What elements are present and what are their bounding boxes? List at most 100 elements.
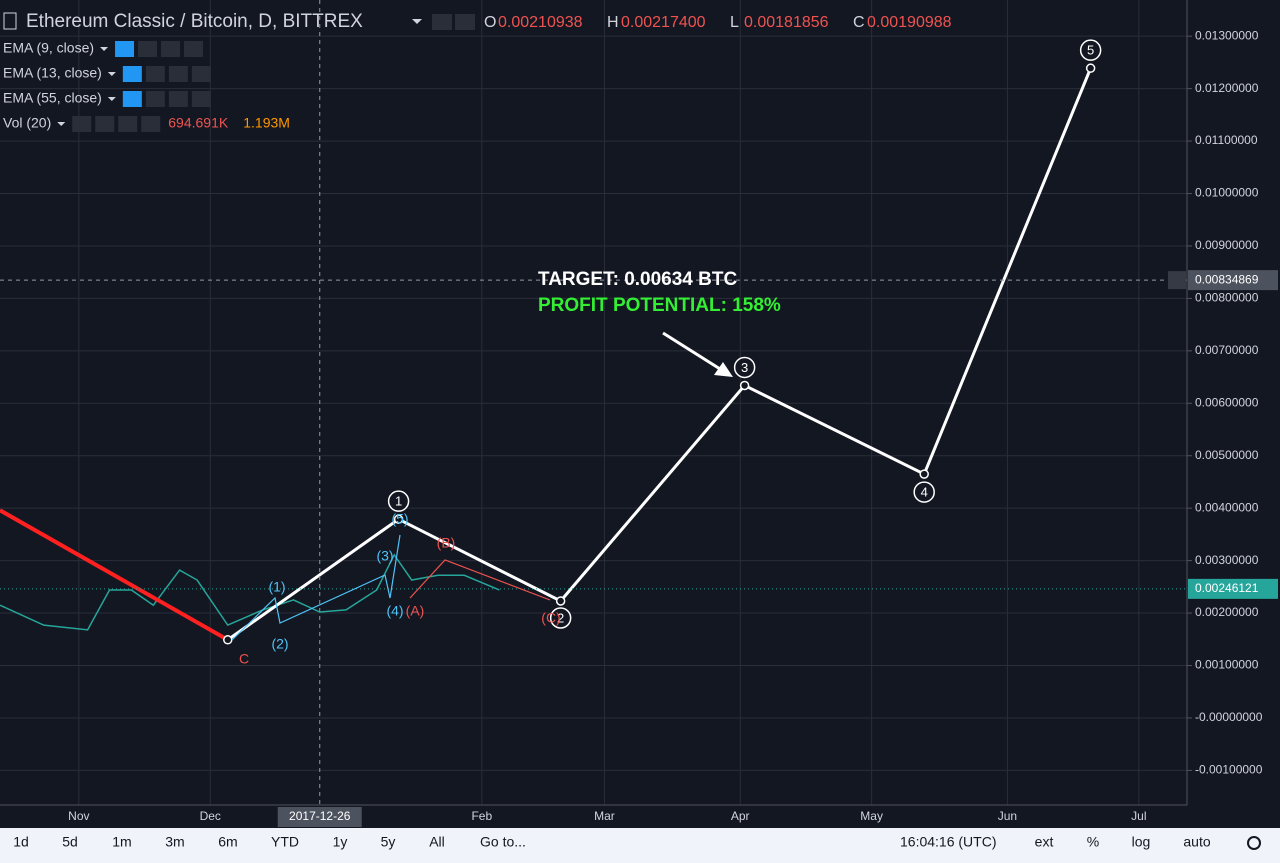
dropdown[interactable] (107, 72, 116, 76)
x-tick-label: Nov (68, 809, 89, 823)
indicator-icon[interactable] (168, 91, 188, 107)
range-button[interactable]: 1d (13, 834, 29, 850)
menu-icon[interactable] (3, 12, 17, 30)
settings-icon[interactable] (1247, 836, 1261, 850)
option-button[interactable]: ext (1035, 834, 1054, 850)
ohlc-key: O (484, 14, 496, 31)
indicator-icon[interactable] (72, 116, 92, 132)
indicator-icon[interactable] (145, 66, 165, 82)
y-tick-label: 0.00400000 (1195, 500, 1259, 514)
y-tick-label: 0.00100000 (1195, 658, 1259, 672)
option-button[interactable]: % (1087, 834, 1099, 850)
x-tick-label: May (860, 809, 883, 823)
range-button[interactable]: 1y (333, 834, 348, 850)
indicator-icon[interactable] (115, 41, 135, 57)
indicator-icon[interactable] (191, 91, 211, 107)
wave-label-ring (549, 607, 572, 629)
wave-label: 3 (741, 360, 748, 375)
sub-wave-label: (C) (541, 610, 560, 626)
range-button[interactable]: 1m (112, 834, 131, 850)
wave-label: 4 (921, 485, 928, 500)
icon[interactable] (455, 14, 475, 30)
crosshair-date-label: 2017-12-26 (289, 809, 351, 823)
dropdown[interactable] (100, 47, 109, 51)
indicator-name[interactable]: EMA (9, close) (3, 40, 94, 56)
indicator-icon[interactable] (161, 41, 181, 57)
dropdown[interactable] (107, 97, 116, 101)
wave-node (919, 469, 929, 479)
sub-wave-label: (2) (271, 636, 288, 652)
range-button[interactable]: YTD (271, 834, 299, 850)
indicator-icon[interactable] (122, 66, 142, 82)
crosshair-price-label: 0.00834869 (1195, 272, 1259, 286)
y-tick-label: 0.01100000 (1195, 133, 1258, 147)
wave-line (226, 67, 1093, 642)
symbol-title[interactable]: Ethereum Classic / Bitcoin, D, BITTREX (26, 11, 363, 32)
y-tick-label: 0.01300000 (1195, 28, 1259, 42)
indicator-icon[interactable] (95, 116, 115, 132)
indicator-name[interactable]: EMA (55, close) (3, 90, 102, 106)
sub-wave-label: (5) (391, 511, 408, 527)
option-button[interactable]: log (1132, 834, 1151, 850)
crosshair-date-badge (277, 807, 362, 827)
crosshair-plus[interactable] (1168, 271, 1186, 290)
sub-wave-label: (B) (437, 535, 456, 551)
ohlc: O 0.00210938 H 0.00217400 L 0.00181856 C 0.0019… (484, 14, 952, 31)
goto-button[interactable]: Go to... (480, 834, 526, 850)
indicator-icon[interactable] (138, 41, 158, 57)
wave-node (223, 635, 233, 645)
indicator-icon[interactable] (141, 116, 161, 132)
ohlc-value: 0.00217400 (621, 14, 706, 31)
x-tick-label: Mar (594, 809, 615, 823)
y-tick-label: 0.01000000 (1195, 186, 1259, 200)
indicator-name[interactable]: EMA (13, close) (3, 65, 102, 81)
current-price-badge (1188, 578, 1278, 599)
ohlc-value: 0.00190988 (867, 14, 952, 31)
ohlc-key: C (853, 14, 865, 31)
wave-label-ring (1079, 39, 1102, 61)
wave-node (555, 596, 566, 606)
clock: 16:04:16 (UTC) (900, 834, 996, 850)
toolbar-bg (0, 828, 1280, 863)
y-tick-label: 0.00800000 (1195, 291, 1259, 305)
indicators: EMA (9, close) EMA (13, close) EMA (55, cl… (3, 40, 290, 132)
y-tick-label: 0.01200000 (1195, 81, 1259, 95)
x-tick-label: Apr (731, 809, 750, 823)
x-tick-label: Jul (1131, 809, 1146, 823)
indicator-icon[interactable] (184, 41, 204, 57)
abc-wave (409, 559, 551, 601)
range-button[interactable]: 3m (165, 834, 184, 850)
indicator-name[interactable]: Vol (20) (3, 115, 51, 131)
trend-line (0, 508, 229, 642)
range-button[interactable]: 5y (381, 834, 396, 850)
indicator-icon[interactable] (191, 66, 211, 82)
range-button[interactable]: 6m (218, 834, 237, 850)
indicator-icon[interactable] (145, 91, 165, 107)
profit-annotation: PROFIT POTENTIAL: 158% (538, 295, 781, 316)
ohlc-value: 0.00181856 (744, 14, 829, 31)
range-button[interactable]: All (429, 834, 445, 850)
icon[interactable] (432, 14, 452, 30)
indicator-icon[interactable] (122, 91, 142, 107)
arrow-head (714, 362, 733, 377)
ohlc-key: L (730, 14, 739, 31)
indicator-icon[interactable] (118, 116, 138, 132)
dropdown[interactable] (57, 122, 66, 126)
wave-node (393, 514, 404, 524)
y-tick-label: -0.00000000 (1195, 710, 1263, 724)
target-annotation: TARGET: 0.00634 BTC (538, 269, 737, 290)
wave-label-ring (733, 356, 756, 379)
wave-node (739, 380, 750, 391)
range-button[interactable]: 5d (62, 834, 78, 850)
x-tick-label: Feb (471, 809, 492, 823)
dropdown[interactable] (412, 19, 422, 24)
x-tick-label: Dec (200, 809, 221, 823)
y-tick-label: 0.00600000 (1195, 395, 1259, 409)
option-button[interactable]: auto (1183, 834, 1210, 850)
sub-wave-label: (1) (268, 579, 285, 595)
indicator-icon[interactable] (168, 66, 188, 82)
y-tick-label: 0.00700000 (1195, 343, 1259, 357)
wave-label: 5 (1087, 43, 1094, 58)
